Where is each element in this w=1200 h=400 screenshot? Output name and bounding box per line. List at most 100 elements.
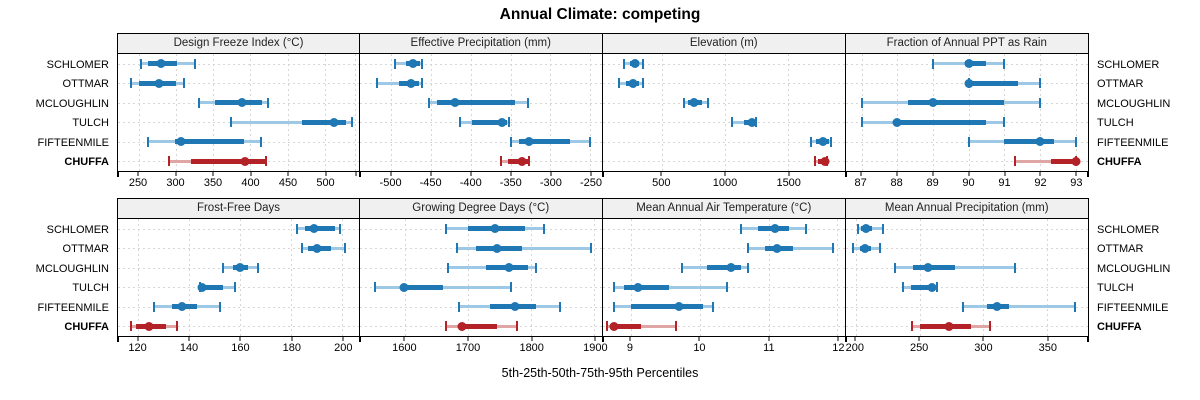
axis-tick bbox=[1075, 172, 1077, 176]
axis-tick-label: 1000 bbox=[712, 177, 738, 189]
panel-plot-area bbox=[845, 219, 1088, 336]
whisker-cap-low bbox=[857, 223, 860, 234]
whisker-line bbox=[613, 285, 728, 289]
axis-tick bbox=[918, 337, 920, 341]
h-gridline bbox=[118, 326, 359, 328]
axis-tick-label: 92 bbox=[1034, 177, 1047, 189]
h-gridline bbox=[359, 83, 602, 85]
v-gridline bbox=[788, 54, 790, 171]
whisker-cap-low bbox=[612, 301, 615, 312]
whisker-cap-high bbox=[746, 262, 749, 273]
panel-divider-tick bbox=[1087, 337, 1089, 342]
axis-tick bbox=[854, 337, 856, 341]
whisker-cap-low bbox=[459, 117, 462, 128]
whisker-cap-high bbox=[516, 321, 519, 332]
panel-box: Elevation (m) bbox=[601, 33, 846, 172]
whisker-cap-low bbox=[445, 321, 448, 332]
h-gridline bbox=[845, 248, 1088, 250]
panel-plot-area bbox=[359, 54, 602, 171]
site-label-schlomer: SCHLOMER bbox=[46, 223, 109, 236]
axis-tick-label: -250 bbox=[579, 177, 602, 189]
v-gridline bbox=[768, 219, 770, 336]
median-dot bbox=[237, 98, 247, 108]
v-gridline bbox=[661, 54, 663, 171]
iqr-bar bbox=[630, 304, 704, 310]
whisker-cap-low bbox=[730, 117, 733, 128]
site-label-schlomer: SCHLOMER bbox=[1097, 223, 1160, 236]
whisker-cap-low bbox=[860, 117, 863, 128]
median-dot bbox=[235, 263, 245, 273]
whisker-cap-low bbox=[961, 301, 964, 312]
h-gridline bbox=[359, 161, 602, 163]
whisker-cap-low bbox=[612, 282, 615, 293]
site-label-mcloughlin: MCLOUGHLIN bbox=[35, 262, 109, 275]
whisker-cap-low bbox=[683, 97, 686, 108]
whisker-cap-low bbox=[622, 58, 625, 69]
panel-divider-tick bbox=[358, 337, 361, 342]
panel-plot-area bbox=[845, 54, 1088, 171]
iqr-bar bbox=[174, 139, 245, 145]
axis-tick bbox=[837, 337, 839, 341]
v-gridline bbox=[138, 219, 140, 336]
median-dot bbox=[860, 243, 870, 253]
h-gridline bbox=[359, 63, 602, 65]
panel-box: Growing Degree Days (°C) bbox=[358, 198, 603, 337]
h-gridline bbox=[602, 161, 845, 163]
whisker-cap-high bbox=[805, 223, 808, 234]
iqr-bar bbox=[305, 226, 335, 232]
panel-strip-title: Mean Annual Precipitation (mm) bbox=[845, 199, 1088, 219]
panel-plot-area bbox=[602, 54, 845, 171]
median-dot bbox=[964, 59, 974, 69]
whisker-cap-low bbox=[152, 301, 155, 312]
whisker-cap-low bbox=[129, 321, 132, 332]
site-label-chuffa: CHUFFA bbox=[64, 321, 109, 334]
h-gridline bbox=[602, 102, 845, 104]
whisker-cap-high bbox=[265, 156, 268, 167]
whisker-cap-high bbox=[1038, 97, 1041, 108]
whisker-cap-high bbox=[726, 282, 729, 293]
whisker-cap-high bbox=[542, 223, 545, 234]
axis-tick bbox=[550, 172, 552, 176]
axis-tick-label: 160 bbox=[231, 342, 250, 354]
whisker-cap-high bbox=[183, 78, 186, 89]
median-dot bbox=[177, 302, 187, 312]
axis-tick-label: 300 bbox=[974, 342, 993, 354]
whisker-cap-high bbox=[831, 243, 834, 254]
panel-strip-title: Elevation (m) bbox=[602, 34, 845, 54]
v-gridline bbox=[213, 54, 215, 171]
axis-tick-label: 200 bbox=[845, 342, 864, 354]
median-dot bbox=[309, 224, 319, 234]
whisker-cap-low bbox=[168, 156, 171, 167]
whisker-line bbox=[895, 266, 1016, 270]
iqr-bar bbox=[706, 265, 741, 271]
whisker-cap-high bbox=[420, 58, 423, 69]
trellis-row: SCHLOMER OTTMAR MCLOUGHLIN TULCH FIFTEENMILE… bbox=[0, 198, 1200, 363]
median-dot bbox=[928, 98, 938, 108]
panel: Effective Precipitation (mm) -500 -450 -400… bbox=[358, 33, 603, 198]
axis-tick bbox=[1047, 337, 1049, 341]
whisker-cap-high bbox=[558, 301, 561, 312]
v-gridline bbox=[291, 219, 293, 336]
v-gridline bbox=[324, 54, 326, 171]
panel: Mean Annual Precipitation (mm) 200 250 300 3… bbox=[844, 198, 1089, 363]
axis-tick bbox=[137, 172, 139, 176]
axis-tick-label: 87 bbox=[854, 177, 867, 189]
axis-tick bbox=[470, 172, 472, 176]
median-dot bbox=[927, 282, 937, 292]
panel: Growing Degree Days (°C) 1600 1700 1800 1900 bbox=[358, 198, 608, 363]
median-dot bbox=[964, 78, 974, 88]
median-dot bbox=[329, 117, 339, 127]
panel: Frost-Free Days 120 140 160 180 200 bbox=[117, 198, 360, 363]
axis-tick-label: 10 bbox=[693, 342, 706, 354]
whisker-cap-high bbox=[527, 97, 530, 108]
whisker-cap-high bbox=[1003, 58, 1006, 69]
iqr-bar bbox=[190, 158, 265, 164]
axis-tick-label: -300 bbox=[539, 177, 562, 189]
v-gridline bbox=[240, 219, 242, 336]
whisker-line bbox=[376, 81, 422, 85]
whisker-cap-low bbox=[901, 282, 904, 293]
axis-tick bbox=[325, 172, 326, 176]
iqr-bar bbox=[460, 323, 497, 329]
median-dot bbox=[524, 137, 534, 147]
axis-tick bbox=[896, 172, 898, 176]
